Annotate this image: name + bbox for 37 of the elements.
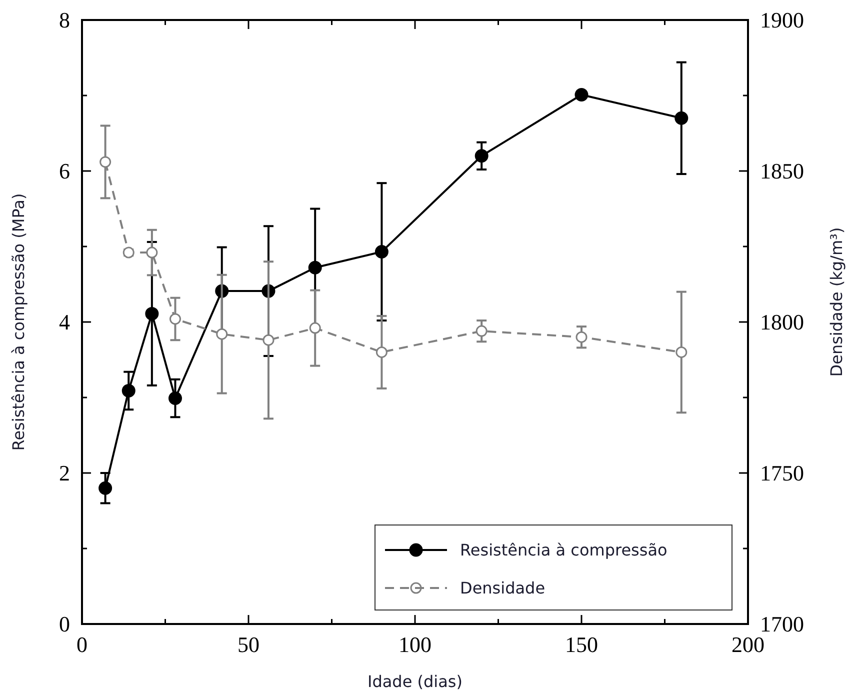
point: [169, 313, 181, 325]
x-tick-label: 0: [76, 632, 88, 657]
point: [374, 245, 388, 259]
point: [262, 334, 274, 346]
y2-tick-label: 1750: [760, 460, 804, 486]
legend-label: Resistência à compressão: [460, 540, 668, 560]
point: [474, 149, 488, 163]
x-tick-label: 50: [238, 632, 260, 657]
x-axis-title: Idade (dias): [368, 672, 462, 691]
point: [674, 111, 688, 125]
point: [574, 88, 588, 102]
point: [122, 384, 136, 398]
point: [576, 331, 588, 343]
y-tick-label: 4: [59, 310, 70, 335]
point: [476, 325, 488, 337]
x-tick-label: 100: [398, 632, 432, 657]
point: [100, 156, 112, 168]
x-tick-label: 150: [565, 632, 598, 657]
y-tick-label: 0: [59, 612, 70, 637]
y-tick-label: 2: [59, 460, 70, 486]
point: [168, 392, 182, 406]
y2-axis-title: Densidade (kg/m³): [827, 227, 846, 377]
legend-label: Densidade: [460, 578, 546, 598]
point: [146, 246, 158, 258]
point: [376, 346, 388, 358]
point: [145, 306, 159, 320]
y-axis-title: Resistência à compressão (MPa): [9, 193, 28, 451]
point: [216, 328, 228, 340]
point: [676, 346, 688, 358]
y2-tick-label: 1800: [760, 310, 804, 335]
y-tick-label: 6: [59, 158, 70, 184]
point: [98, 481, 112, 495]
y2-tick-label: 1850: [760, 158, 804, 184]
y-tick-label: 8: [59, 8, 70, 33]
y2-tick-label: 1900: [760, 8, 804, 33]
point: [308, 260, 322, 274]
point: [309, 322, 321, 334]
